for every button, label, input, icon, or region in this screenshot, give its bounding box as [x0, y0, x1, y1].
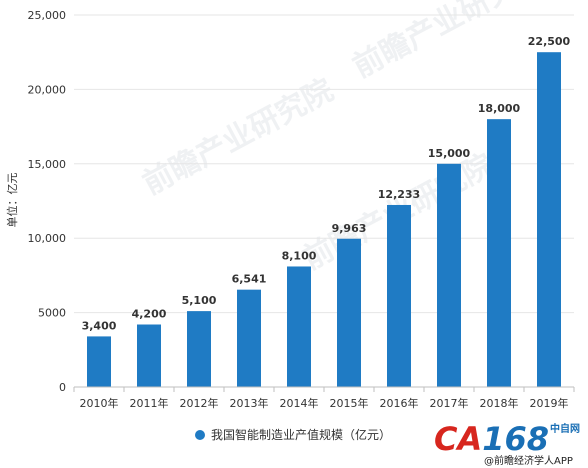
bar [537, 52, 561, 387]
x-tick-label: 2018年 [480, 396, 519, 410]
data-label: 5,100 [182, 294, 217, 307]
x-tick-label: 2016年 [380, 396, 419, 410]
bars [87, 52, 561, 387]
watermark-text-2: 前瞻产业研究院 [347, 0, 549, 85]
bar [137, 324, 161, 387]
y-tick-label: 20,000 [28, 83, 67, 96]
x-tick-label: 2010年 [80, 396, 119, 410]
logo-tag: 中自网 [550, 422, 580, 435]
data-label: 22,500 [528, 35, 571, 48]
y-axis-label: 单位：亿元 [5, 173, 19, 228]
y-tick-label: 25,000 [28, 9, 67, 22]
legend-label: 我国智能制造业产值规模（亿元） [211, 427, 391, 442]
x-tick-label: 2014年 [280, 396, 319, 410]
y-tick-label: 10,000 [28, 232, 67, 245]
bar [87, 336, 111, 387]
bar [487, 119, 511, 387]
data-label: 12,233 [378, 188, 420, 201]
x-tick-label: 2012年 [180, 396, 219, 410]
app-credit: @前瞻经济学人APP [484, 454, 573, 467]
y-tick-label: 15,000 [28, 158, 67, 171]
data-labels: 3,400 4,200 5,100 6,541 8,100 9,963 12,233 15,0… [82, 35, 571, 332]
bar [187, 311, 211, 387]
legend: 我国智能制造业产值规模（亿元） [195, 427, 391, 442]
bar [437, 163, 461, 387]
bar [237, 289, 261, 387]
data-label: 15,000 [428, 147, 471, 160]
bar [337, 238, 361, 387]
data-label: 3,400 [82, 319, 117, 332]
bar [287, 266, 311, 387]
data-label: 9,963 [332, 222, 367, 235]
x-tick-label: 2011年 [130, 396, 169, 410]
y-axis-ticks: 0 5000 10,000 15,000 20,000 25,000 [28, 9, 67, 394]
data-label: 6,541 [232, 273, 267, 286]
legend-marker [195, 430, 205, 440]
x-tick-label: 2015年 [330, 396, 369, 410]
data-label: 8,100 [282, 249, 317, 262]
ca168-logo: CA168 中自网 @前瞻经济学人APP [434, 420, 580, 467]
y-tick-label: 0 [59, 381, 66, 394]
y-tick-label: 5000 [38, 307, 66, 320]
x-tick-label: 2017年 [430, 396, 469, 410]
data-label: 18,000 [478, 102, 521, 115]
watermark-text-1: 前瞻产业研究院 [137, 73, 339, 202]
x-tick-label: 2013年 [230, 396, 269, 410]
x-tick-label: 2019年 [530, 396, 569, 410]
ca168-logo-text: CA168 [434, 420, 549, 458]
data-label: 4,200 [132, 308, 167, 321]
x-axis-ticks: 2010年 2011年 2012年 2013年 2014年 2015年 2016年 2017年… [73, 387, 575, 410]
bar [387, 204, 411, 387]
